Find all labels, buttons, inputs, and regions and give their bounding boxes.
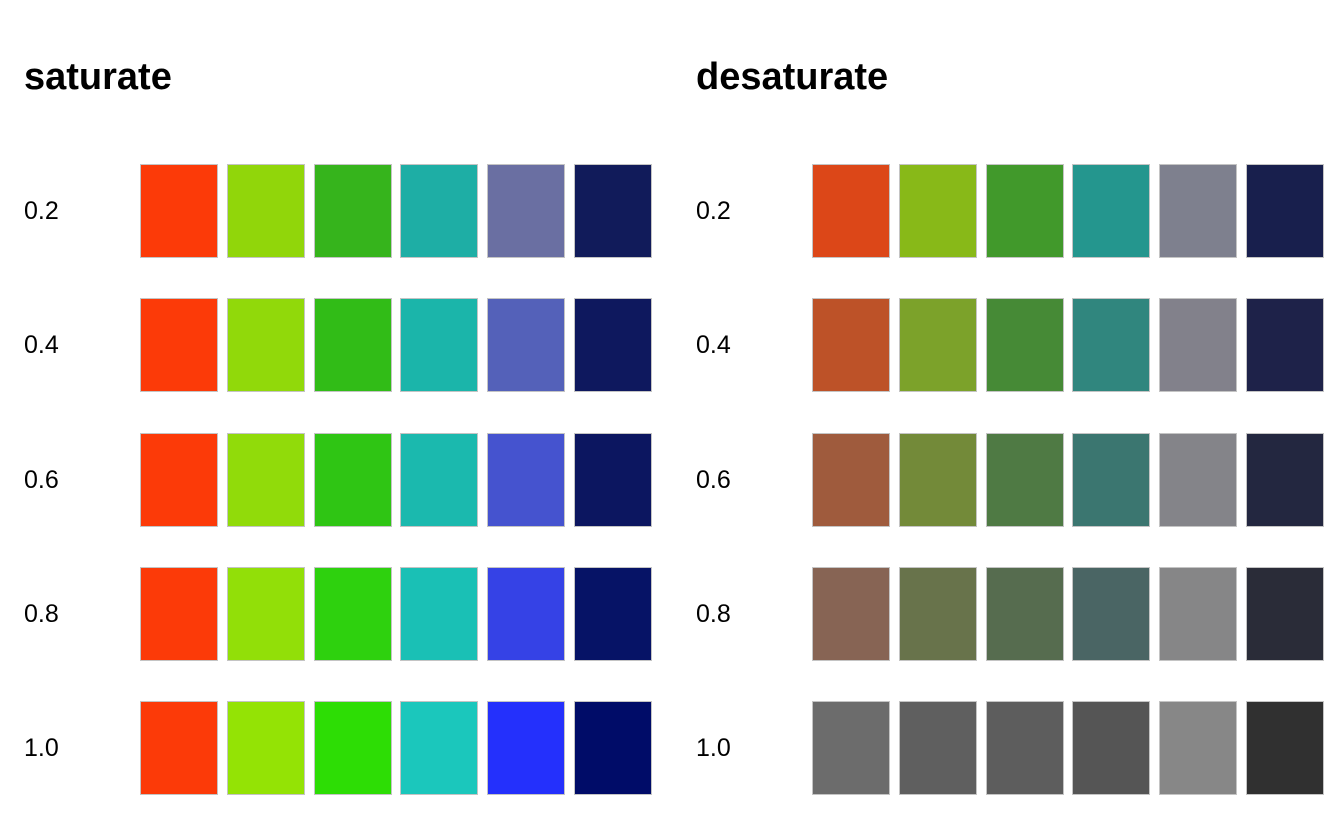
color-swatch — [812, 701, 890, 796]
row-label: 1.0 — [24, 734, 59, 763]
color-swatch — [226, 701, 305, 796]
color-swatch — [1159, 164, 1238, 258]
color-swatch — [574, 566, 652, 661]
color-swatch — [985, 701, 1064, 796]
color-swatch — [400, 164, 479, 258]
color-swatch — [1246, 298, 1324, 393]
color-swatch — [1159, 701, 1238, 796]
color-swatch — [487, 432, 566, 527]
color-swatch — [1159, 566, 1238, 661]
color-swatch — [1072, 432, 1151, 527]
color-swatch — [313, 701, 392, 796]
color-swatch — [487, 164, 566, 258]
color-swatch — [1246, 164, 1324, 258]
color-swatch — [226, 298, 305, 393]
color-swatch — [898, 432, 977, 527]
color-swatch — [140, 432, 218, 527]
color-swatch — [898, 164, 977, 258]
color-swatch — [400, 701, 479, 796]
color-swatch — [1072, 701, 1151, 796]
color-swatch — [812, 566, 890, 661]
color-swatch — [574, 298, 652, 393]
color-swatch — [1159, 298, 1238, 393]
color-swatch — [487, 566, 566, 661]
color-swatch — [487, 298, 566, 393]
color-swatch — [313, 164, 392, 258]
color-swatch — [140, 566, 218, 661]
panel-title: desaturate — [696, 56, 889, 98]
color-swatch — [313, 566, 392, 661]
color-swatch — [400, 298, 479, 393]
row-label: 0.4 — [696, 331, 731, 360]
color-swatch — [400, 432, 479, 527]
row-label: 0.6 — [24, 465, 59, 494]
color-swatch — [1246, 432, 1324, 527]
color-swatch — [1246, 701, 1324, 796]
color-swatch — [985, 432, 1064, 527]
panel-title: saturate — [24, 56, 172, 98]
row-label: 0.2 — [24, 197, 59, 225]
row-label: 0.8 — [696, 599, 731, 628]
color-swatch — [812, 432, 890, 527]
color-swatch — [985, 164, 1064, 258]
color-swatch — [574, 432, 652, 527]
color-swatch — [226, 164, 305, 258]
color-swatch — [898, 298, 977, 393]
color-swatch — [898, 701, 977, 796]
color-swatch — [574, 701, 652, 796]
color-swatch — [574, 164, 652, 258]
row-label: 1.0 — [696, 734, 731, 763]
color-swatch — [1072, 164, 1151, 258]
row-label: 0.2 — [696, 197, 731, 225]
color-swatch — [985, 298, 1064, 393]
color-swatch — [487, 701, 566, 796]
color-swatch — [226, 432, 305, 527]
color-swatch — [140, 164, 218, 258]
color-swatch — [985, 566, 1064, 661]
row-label: 0.8 — [24, 599, 59, 628]
color-swatch — [1159, 432, 1238, 527]
color-swatch — [898, 566, 977, 661]
color-swatch — [1246, 566, 1324, 661]
color-swatch — [812, 164, 890, 258]
color-swatch — [812, 298, 890, 393]
color-swatch — [400, 566, 479, 661]
color-swatch — [313, 432, 392, 527]
color-swatch — [226, 566, 305, 661]
row-label: 0.4 — [24, 331, 59, 360]
color-swatch — [1072, 298, 1151, 393]
color-swatch — [140, 701, 218, 796]
color-swatch — [1072, 566, 1151, 661]
color-swatch — [140, 298, 218, 393]
row-label: 0.6 — [696, 465, 731, 494]
color-swatch — [313, 298, 392, 393]
